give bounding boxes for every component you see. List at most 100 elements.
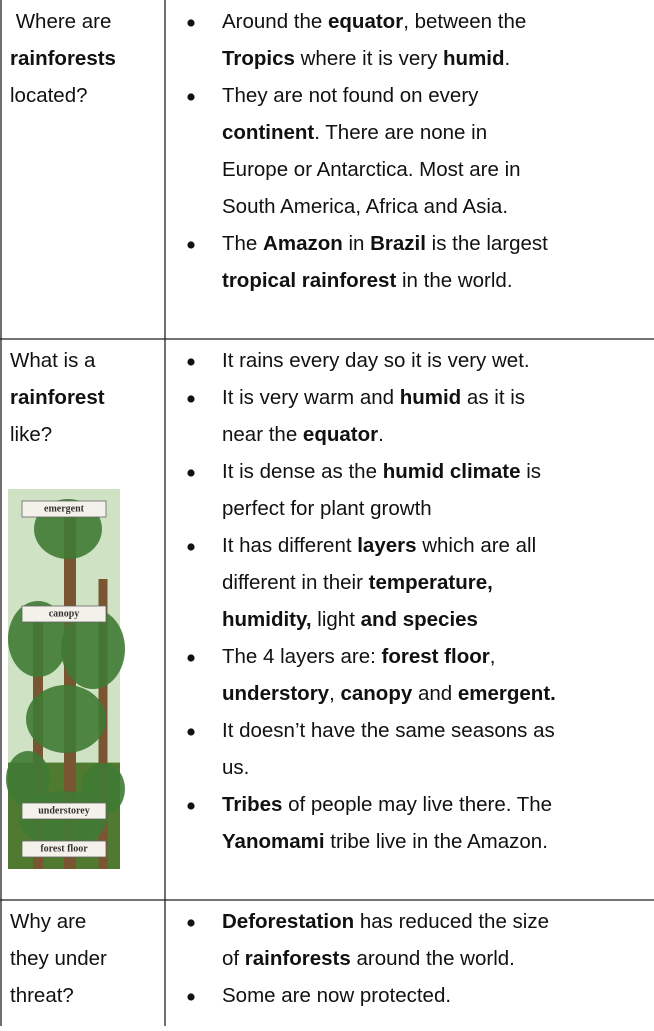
bold-text: temperature, <box>369 571 493 594</box>
text-run: and <box>412 682 458 705</box>
text-line: of rainforests around the world. <box>222 947 515 970</box>
text-line: It doesn’t have the same seasons as <box>222 719 555 742</box>
text-run: near the <box>222 423 303 446</box>
text-run: . <box>378 423 384 446</box>
text-run: What is a <box>10 349 96 372</box>
text-run: different in their <box>222 571 369 594</box>
text-line: they under <box>10 947 107 970</box>
text-run: as it is <box>461 386 525 409</box>
bold-text: tropical rainforest <box>222 269 396 292</box>
text-run: South America, Africa and Asia. <box>222 195 508 218</box>
text-line: located? <box>10 84 88 107</box>
bold-text: understory <box>222 682 330 705</box>
text-run: located? <box>10 84 88 107</box>
text-run: us. <box>222 756 249 779</box>
text-line: Tropics where it is very humid. <box>222 47 510 70</box>
bold-text: emergent. <box>458 682 556 705</box>
text-run: where it is very <box>295 47 443 70</box>
text-run: It rains every day so it is very wet. <box>222 349 530 372</box>
document: Where are rainforests located? Around the e… <box>0 0 654 1026</box>
text-run: of people may live there. The <box>282 793 552 816</box>
foliage <box>26 685 106 753</box>
text-run: has reduced the size <box>354 910 549 933</box>
bold-text: layers <box>357 534 416 557</box>
text-line: Tribes of people may live there. The <box>222 793 552 816</box>
text-line: threat? <box>10 984 74 1007</box>
text-run: Around the <box>222 10 328 33</box>
text-run: , <box>329 682 340 705</box>
bold-text: rainforests <box>10 47 116 70</box>
bullet <box>187 728 194 735</box>
text-line: Where are <box>10 10 111 33</box>
text-line: different in their temperature, <box>222 571 493 594</box>
text-run: tribe live in the Amazon. <box>325 830 548 853</box>
text-run: They are not found on every <box>222 84 479 107</box>
bold-text: canopy <box>340 682 412 705</box>
text-run: It is dense as the <box>222 460 383 483</box>
bold-text: continent <box>222 121 314 144</box>
bullet <box>187 469 194 476</box>
text-line: like? <box>10 423 52 446</box>
text-line: The Amazon in Brazil is the largest <box>222 232 548 255</box>
bold-text: Tropics <box>222 47 295 70</box>
text-line: near the equator. <box>222 423 384 446</box>
text-line: tropical rainforest in the world. <box>222 269 513 292</box>
bold-text: and species <box>361 608 478 631</box>
bold-text: equator <box>328 10 403 33</box>
text-line: us. <box>222 756 249 779</box>
text-run: The 4 layers are: <box>222 645 382 668</box>
layer-label: understorey <box>38 805 89 816</box>
text-run: of <box>222 947 245 970</box>
bold-text: Tribes <box>222 793 282 816</box>
text-run: Where are <box>10 10 111 33</box>
text-line: It is very warm and humid as it is <box>222 386 525 409</box>
layer-label: forest floor <box>40 843 88 854</box>
text-run: threat? <box>10 984 74 1007</box>
text-line: Around the equator, between the <box>222 10 526 33</box>
text-run: like? <box>10 423 52 446</box>
text-line: perfect for plant growth <box>222 497 432 520</box>
text-line: Why are <box>10 910 86 933</box>
bullet <box>187 358 194 365</box>
text-run: It doesn’t have the same seasons as <box>222 719 555 742</box>
bullet <box>187 93 194 100</box>
bold-text: Deforestation <box>222 910 354 933</box>
text-run: perfect for plant growth <box>222 497 432 520</box>
bold-text: rainforests <box>245 947 351 970</box>
text-line: Some are now protected. <box>222 984 451 1007</box>
text-run: in the world. <box>396 269 512 292</box>
text-run: . There are none in <box>314 121 487 144</box>
text-run: Why are <box>10 910 86 933</box>
text-line: rainforest <box>10 386 105 409</box>
bullet <box>187 19 194 26</box>
text-run: around the world. <box>351 947 515 970</box>
text-run: is <box>521 460 542 483</box>
bullet <box>187 241 194 248</box>
text-run: which are all <box>417 534 537 557</box>
text-line: The 4 layers are: forest floor, <box>222 645 495 668</box>
bold-text: humid climate <box>383 460 521 483</box>
bullet <box>187 395 194 402</box>
text-run: is the largest <box>426 232 548 255</box>
text-line: They are not found on every <box>222 84 479 107</box>
bullet <box>187 993 194 1000</box>
text-line: Europe or Antarctica. Most are in <box>222 158 521 181</box>
text-line: What is a <box>10 349 96 372</box>
bold-text: humid <box>400 386 462 409</box>
bold-text: humid <box>443 47 505 70</box>
text-line: understory, canopy and emergent. <box>222 682 556 705</box>
text-line: South America, Africa and Asia. <box>222 195 508 218</box>
bullet <box>187 802 194 809</box>
text-run: , <box>490 645 496 668</box>
bullet <box>187 919 194 926</box>
text-run: Some are now protected. <box>222 984 451 1007</box>
text-line: Deforestation has reduced the size <box>222 910 549 933</box>
bold-text: equator <box>303 423 378 446</box>
text-line: It is dense as the humid climate is <box>222 460 541 483</box>
text-line: Yanomami tribe live in the Amazon. <box>222 830 548 853</box>
text-line: It rains every day so it is very wet. <box>222 349 530 372</box>
bullet <box>187 543 194 550</box>
bold-text: humidity, <box>222 608 312 631</box>
bold-text: rainforest <box>10 386 105 409</box>
